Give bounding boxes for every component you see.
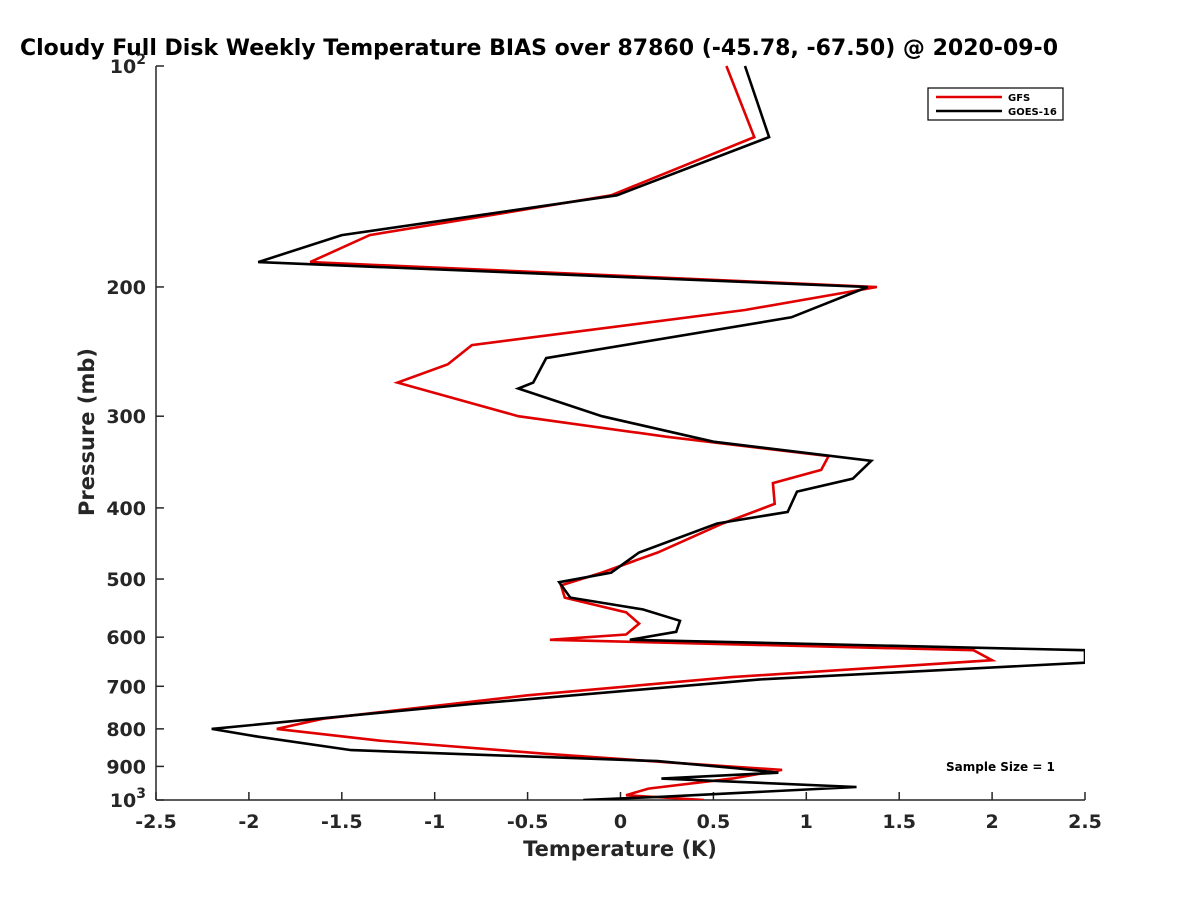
x-tick-label: 2.5 — [1068, 811, 1102, 833]
y-tick-label-base: 700 — [106, 676, 146, 698]
x-tick-label: -1.5 — [321, 811, 363, 833]
series-line-goes-16 — [211, 65, 1085, 800]
y-axis-label: Pressure (mb) — [75, 348, 99, 516]
y-tick-label: 103 — [110, 786, 146, 812]
y-tick-label: 800 — [106, 719, 146, 741]
x-tick-label: -0.5 — [507, 811, 549, 833]
sample-size-annotation: Sample Size = 1 — [946, 760, 1055, 774]
x-tick-label: -2 — [238, 811, 259, 833]
y-tick-label: 700 — [106, 676, 146, 698]
x-tick-label: 2 — [985, 811, 998, 833]
y-tick-label-base: 400 — [106, 498, 146, 520]
x-tick-label: 1.5 — [882, 811, 916, 833]
y-tick-label-base: 500 — [106, 569, 146, 591]
y-tick-label-base: 900 — [106, 756, 146, 778]
x-tick-label: 0.5 — [697, 811, 731, 833]
y-tick-label: 500 — [106, 569, 146, 591]
y-tick-label: 400 — [106, 498, 146, 520]
y-tick-label-exponent: 3 — [136, 786, 146, 802]
chart-title: Cloudy Full Disk Weekly Temperature BIAS… — [20, 36, 1058, 61]
y-tick-label-base: 600 — [106, 627, 146, 649]
x-tick-label: -1 — [424, 811, 445, 833]
x-axis-label: Temperature (K) — [523, 837, 717, 861]
x-axis-ticks: -2.5 -2 -1.5 -1 -0.5 0 0.5 1 1.5 2 2.5 — [135, 792, 1102, 833]
plot-area — [155, 66, 1085, 801]
y-tick-label-base: 10 — [110, 56, 136, 78]
y-tick-label: 600 — [106, 627, 146, 649]
y-tick-label-base: 300 — [106, 406, 146, 428]
y-tick-label-exponent: 2 — [136, 52, 146, 68]
y-tick-label: 300 — [106, 406, 146, 428]
y-tick-label: 102 — [110, 52, 146, 78]
x-tick-label: -2.5 — [135, 811, 177, 833]
x-tick-label: 1 — [800, 811, 813, 833]
y-tick-label-base: 10 — [110, 790, 136, 812]
series-layer — [211, 65, 1085, 800]
y-tick-label-base: 200 — [106, 277, 146, 299]
x-tick-label: 0 — [614, 811, 627, 833]
y-tick-label: 200 — [106, 277, 146, 299]
legend: GFS GOES-16 — [927, 87, 1064, 121]
y-tick-label: 900 — [106, 756, 146, 778]
legend-label: GFS — [1008, 93, 1030, 104]
legend-label: GOES-16 — [1008, 107, 1057, 118]
y-tick-label-base: 800 — [106, 719, 146, 741]
legend-box — [927, 87, 1064, 121]
